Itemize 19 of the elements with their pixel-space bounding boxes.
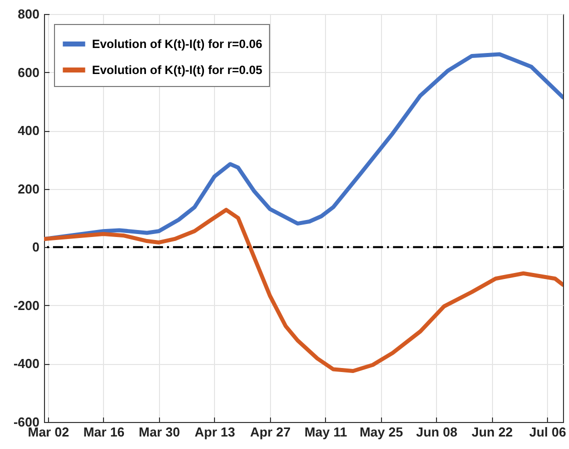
y-tick-label: 200 (18, 181, 40, 196)
y-tick-label: 400 (18, 123, 40, 138)
x-tick-label: May 11 (304, 424, 348, 440)
legend-label: Evolution of K(t)-I(t) for r=0.05 (92, 63, 263, 77)
y-tick-label: 600 (18, 64, 40, 80)
x-tick-label: Jun 08 (416, 424, 458, 440)
x-tick-label: Jun 22 (472, 424, 513, 440)
y-tick-label: 800 (18, 6, 40, 22)
x-tick-label: May 25 (360, 424, 403, 440)
y-tick-label: 0 (32, 240, 40, 255)
x-tick-label: Apr 13 (194, 424, 236, 440)
x-tick-label: Mar 16 (83, 424, 125, 440)
x-tick-label: Jul 06 (529, 424, 566, 440)
x-tick-label: Mar 30 (138, 424, 180, 440)
x-tick-label: Apr 27 (250, 424, 291, 440)
legend-label: Evolution of K(t)-I(t) for r=0.06 (92, 37, 263, 51)
y-tick-label: -200 (13, 298, 40, 313)
y-tick-label: -400 (13, 356, 40, 372)
line-series (44, 208, 563, 373)
